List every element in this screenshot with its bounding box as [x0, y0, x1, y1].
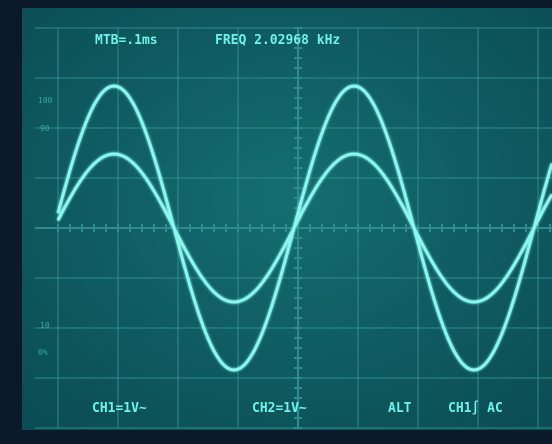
screen — [22, 8, 552, 430]
ch1-readout: CH1=1V∼ — [92, 401, 147, 416]
trigger-readout: CH1∫ AC — [448, 400, 503, 416]
graticule-label: 100 — [38, 96, 53, 105]
page: 100 90 10 0% MTB=.1ms FREQ 2.02968 kHz C… — [0, 0, 552, 444]
mode-readout: ALT — [388, 401, 412, 416]
timebase-readout: MTB=.1ms — [95, 33, 158, 48]
scope-screen: 100 90 10 0% MTB=.1ms FREQ 2.02968 kHz C… — [0, 0, 552, 444]
ch2-readout: CH2=1V∼ — [252, 401, 307, 416]
frequency-readout: FREQ 2.02968 kHz — [215, 33, 340, 48]
graticule-label: 90 — [40, 124, 50, 133]
graticule-label: 10 — [40, 321, 50, 330]
graticule-label: 0% — [38, 348, 48, 357]
